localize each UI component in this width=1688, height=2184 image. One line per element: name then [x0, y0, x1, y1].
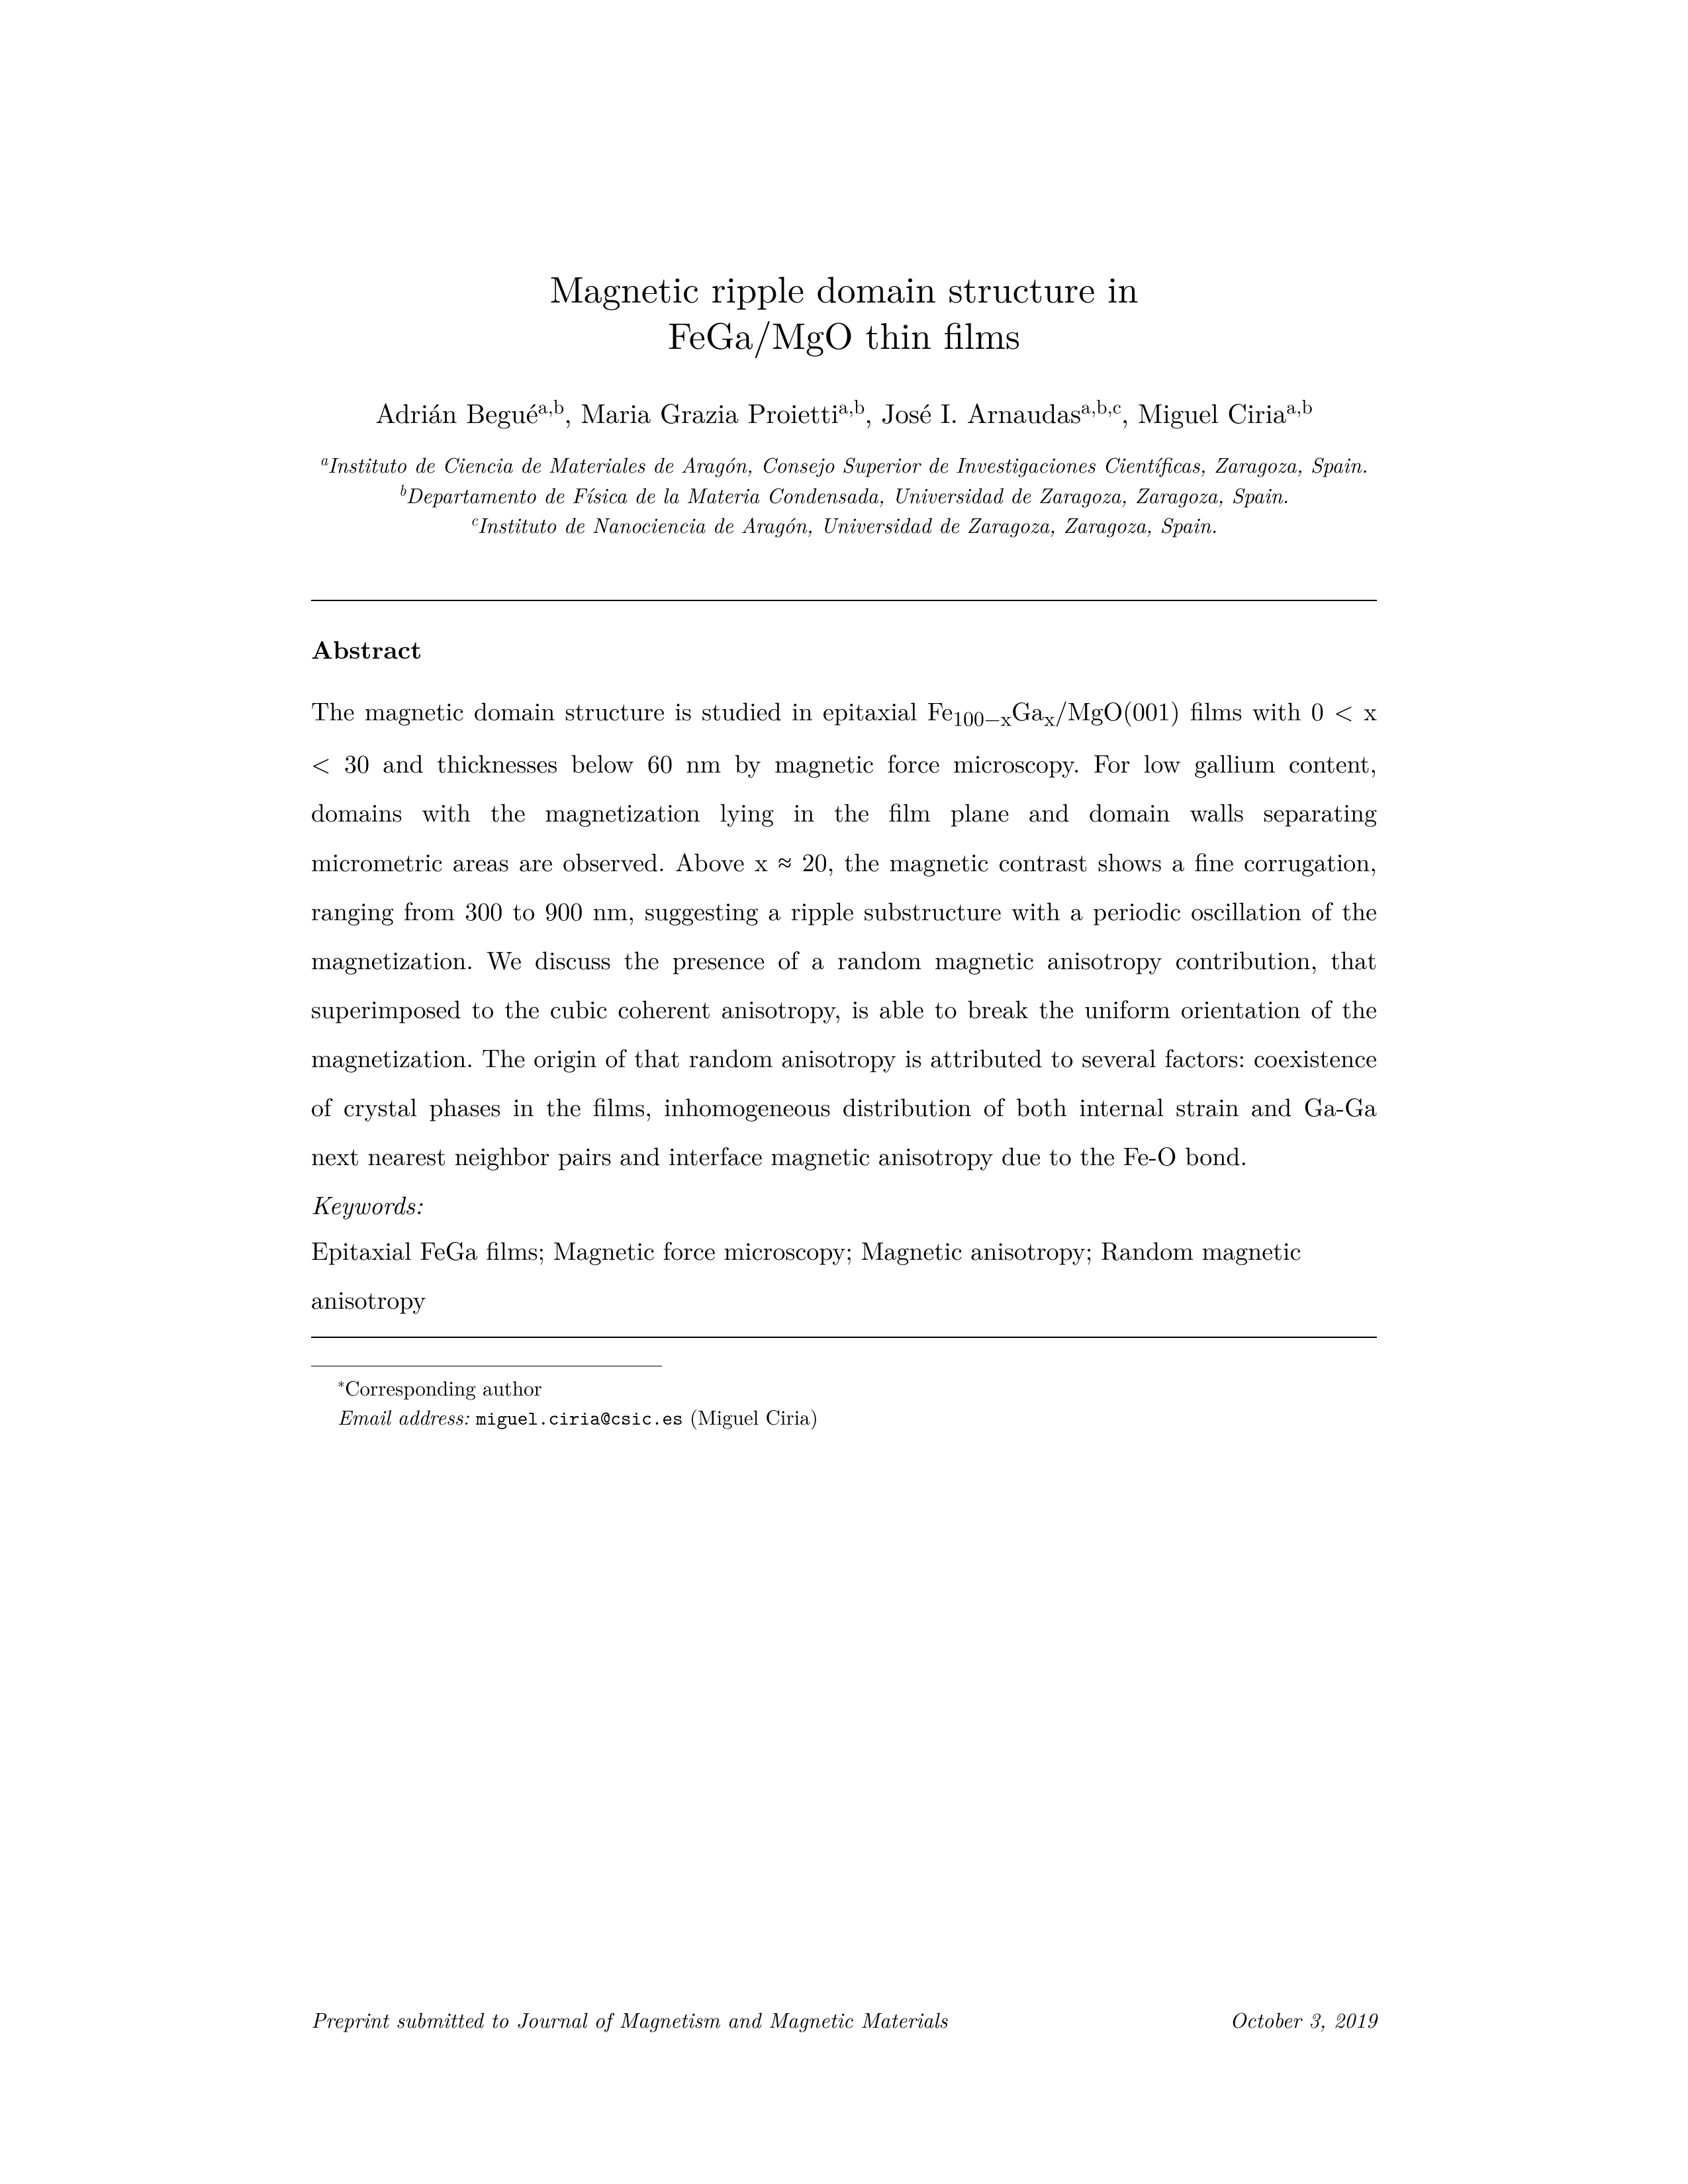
page-footer: Preprint submitted to Journal of Magneti…: [311, 2005, 1377, 2035]
footnote-email: Email address: miguel.ciria@csic.es (Mig…: [311, 1402, 1377, 1433]
title-line-1: Magnetic ripple domain structure in: [549, 261, 1138, 314]
paper-title: Magnetic ripple domain structure in FeGa…: [311, 265, 1377, 357]
spacer: [311, 601, 1377, 631]
page: Magnetic ripple domain structure in FeGa…: [0, 0, 1688, 2184]
keywords-body: Epitaxial FeGa films; Magnetic force mic…: [311, 1225, 1377, 1323]
affiliation-b: bDepartamento de Física de la Materia Co…: [311, 481, 1377, 509]
footnote-corresponding: ∗Corresponding author: [311, 1373, 1377, 1401]
keywords-heading: Keywords:: [311, 1186, 1377, 1223]
authors-text: Adrián Beguéa,b, Maria Grazia Proiettia,…: [375, 393, 1313, 431]
title-line-2: FeGa/MgO thin films: [668, 308, 1020, 360]
abstract-heading: Abstract: [311, 631, 1377, 667]
abstract-body: The magnetic domain structure is studied…: [311, 686, 1377, 1180]
email-address: miguel.ciria@csic.es: [476, 1405, 682, 1431]
affiliation-a: aInstituto de Ciencia de Materiales de A…: [311, 450, 1377, 479]
affiliations: aInstituto de Ciencia de Materiales de A…: [311, 450, 1377, 539]
author-list: Adrián Beguéa,b, Maria Grazia Proiettia,…: [311, 394, 1377, 430]
bottom-rule: [311, 1337, 1377, 1338]
footer-journal: Preprint submitted to Journal of Magneti…: [311, 2005, 947, 2035]
footer-date: October 3, 2019: [1230, 2005, 1377, 2035]
footnotes: ∗Corresponding author Email address: mig…: [311, 1366, 1377, 1432]
affiliation-c: cInstituto de Nanociencia de Aragón, Uni…: [311, 510, 1377, 539]
spacer: [311, 540, 1377, 600]
